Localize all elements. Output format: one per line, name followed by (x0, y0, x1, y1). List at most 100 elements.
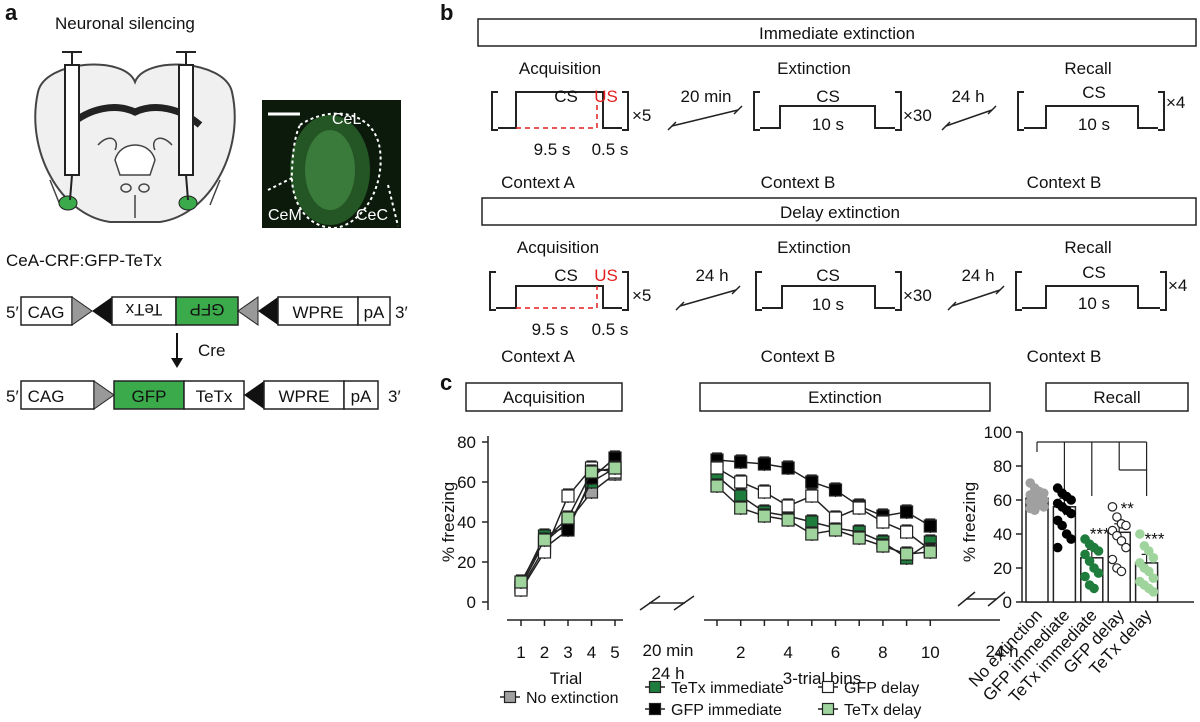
ext-point-gfp-delay (828, 511, 843, 525)
acq-point-gfp-delay (561, 489, 575, 503)
legend: No extinction TeTx immediate GFP immediate… (500, 680, 921, 719)
acq-context-1: Context A (501, 173, 575, 192)
five-prime-1: 5′ (6, 303, 19, 322)
gfp-inverted: GFP (190, 300, 225, 319)
sig-tetx-immediate: *** (1090, 524, 1110, 543)
ext-point-gfp-immediate (899, 505, 914, 519)
acq-x-label: Trial (550, 669, 582, 688)
line-chart-marks (514, 450, 937, 597)
micrograph: CeL CeM CeC (262, 100, 401, 230)
ext-dur-1: 10 s (812, 115, 844, 134)
ext-line-tetx-delay (716, 485, 931, 555)
rec-title-1: Recall (1064, 59, 1111, 78)
ext-reps-2: ×30 (903, 286, 932, 305)
ext-context-2: Context B (761, 347, 836, 366)
ext-title-1: Extinction (777, 59, 851, 78)
ext-cs-1: CS (816, 87, 840, 106)
ext-point-gfp-immediate (734, 455, 748, 469)
dot-tetx-delay (1144, 566, 1154, 577)
ext-dur-2: 10 s (812, 295, 844, 314)
ext-point-gfp-immediate (805, 475, 819, 489)
acq-title-box (465, 382, 623, 412)
legend-label-tetx-delay: TeTx delay (844, 702, 921, 719)
ext-point-gfp-delay (899, 525, 914, 539)
rec-chart-title: Recall (1093, 388, 1140, 407)
panel-a-letter: a (5, 0, 18, 25)
cre-arrow: Cre (171, 333, 225, 368)
acq-us-1: US (594, 87, 618, 106)
wpre-label-2: WPRE (279, 387, 330, 406)
micro-label-cec: CeC (356, 207, 388, 224)
delay-extinction-header: Delay extinction (780, 203, 900, 222)
acq-x-tick-label: 4 (587, 643, 596, 662)
ext-point-gfp-immediate (923, 519, 937, 533)
ext-x-tick-label: 4 (783, 643, 792, 662)
dot-tetx-immediate (1084, 556, 1095, 566)
three-prime-2: 3′ (388, 387, 401, 406)
acq-cs-2: CS (554, 266, 578, 285)
immediate-extinction-box (477, 18, 1197, 47)
rec-reps-2: ×4 (1168, 276, 1187, 295)
acq-x-tick-label: 3 (563, 643, 572, 662)
acq-reps-2: ×5 (632, 286, 651, 305)
acq-us-2: US (594, 266, 618, 285)
ext-point-gfp-immediate (781, 461, 795, 475)
acq-context-2: Context A (501, 347, 575, 366)
ext-x-tick-label: 8 (878, 643, 887, 662)
dot-tetx-immediate (1093, 546, 1104, 556)
dot-gfp-immediate (1052, 542, 1063, 553)
acq-cs-1: CS (554, 87, 578, 106)
ext-point-tetx-immediate (805, 515, 819, 529)
rec-y-tick-label: 40 (993, 525, 1012, 544)
ext-x-label: 3-trial bins (783, 669, 861, 688)
imm-gap1-label: 20 min (680, 87, 731, 106)
acq-y-tick-label: 80 (457, 433, 476, 452)
ext-reps-1: ×30 (903, 106, 932, 125)
rec-y-tick-label: 60 (993, 491, 1012, 510)
ext-point-tetx-delay (876, 539, 890, 553)
acq-title-1: Acquisition (519, 59, 601, 78)
pa-label-1: pA (364, 303, 385, 322)
ext-point-tetx-immediate (734, 489, 748, 503)
rec-reps-1: ×4 (1166, 93, 1185, 112)
panel-a-title: Neuronal silencing (55, 14, 195, 33)
ext-line-gfp-immediate (716, 459, 931, 527)
acq-point-tetx-delay (561, 511, 575, 525)
immediate-extinction-header: Immediate extinction (759, 24, 915, 43)
legend-label-gfp-immediate: GFP immediate (671, 702, 782, 719)
micro-label-cem: CeM (268, 207, 302, 224)
dot-tetx-immediate (1080, 571, 1090, 582)
acq-y-tick-label: 60 (457, 473, 476, 492)
five-prime-2: 5′ (6, 387, 19, 406)
dot-tetx-immediate (1080, 549, 1090, 560)
cag-label-2: CAG (28, 387, 65, 406)
sig-tetx-delay: *** (1145, 529, 1165, 548)
syringe-right (176, 51, 196, 201)
acq-y-tick-label: 0 (467, 593, 476, 612)
gap1-line2: 24 h (651, 664, 684, 683)
ext-cs-2: CS (816, 266, 840, 285)
ext-point-tetx-delay (899, 547, 914, 561)
acq-point-tetx-delay (584, 465, 599, 479)
ext-line-gfp-delay (716, 467, 931, 551)
legend-marker-gfp-immediate (648, 702, 662, 716)
dot-gfp-delay (1116, 535, 1127, 546)
dot-gfp-delay (1107, 501, 1118, 512)
rec-y-tick-label: 100 (984, 423, 1012, 442)
dot-tetx-delay (1135, 529, 1145, 539)
acq-point-tetx-delay (608, 461, 622, 475)
ext-point-tetx-delay (757, 509, 772, 523)
dot-gfp-delay (1116, 566, 1127, 577)
dot-no-extinction (1029, 505, 1040, 515)
acq-x-tick-label: 5 (610, 643, 619, 662)
rec-title-box (1045, 382, 1189, 412)
acq-x-tick-label: 2 (540, 643, 549, 662)
rec-ylabel: % freezing (960, 482, 979, 562)
acq-y-tick-label: 40 (457, 513, 476, 532)
dot-tetx-delay (1148, 552, 1159, 563)
construct-before-cre: 5′ CAG TeTx GFP WPRE pA 3′ (6, 296, 408, 326)
ext-title-2: Extinction (777, 238, 851, 257)
tetx-label: TeTx (196, 387, 233, 406)
acq-chart-title: Acquisition (503, 388, 585, 407)
